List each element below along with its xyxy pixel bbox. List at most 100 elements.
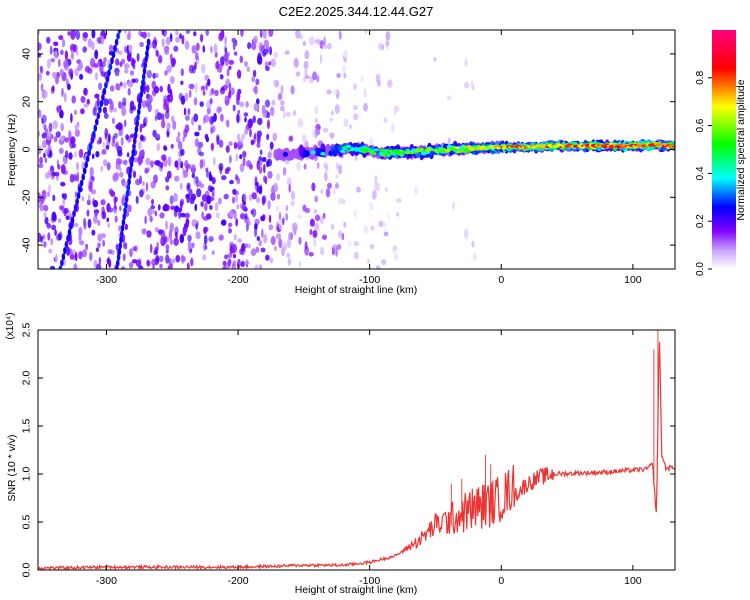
noise-blob — [75, 30, 81, 40]
noise-blob — [41, 132, 47, 139]
noise-streak — [133, 137, 137, 145]
noise-blob — [314, 214, 321, 222]
noise-blob — [175, 254, 181, 263]
noise-blob — [189, 163, 192, 171]
noise-blob — [251, 192, 257, 200]
noise-blob — [129, 51, 132, 56]
noise-streak — [121, 218, 126, 226]
noise-blob — [177, 157, 182, 167]
noise-blob — [74, 124, 79, 131]
noise-blob — [109, 85, 115, 92]
noise-blob — [75, 51, 80, 56]
noise-blob — [251, 76, 255, 83]
noise-blob — [185, 30, 191, 34]
noise-blob — [64, 50, 68, 61]
noise-blob — [169, 195, 174, 205]
noise-blob — [303, 60, 309, 70]
noise-streak — [132, 143, 136, 151]
noise-blob — [232, 188, 237, 195]
noise-blob — [147, 94, 153, 104]
noise-blob — [54, 229, 57, 237]
spectrogram-background-noise — [38, 30, 477, 269]
noise-blob — [250, 139, 255, 146]
noise-blob — [190, 164, 196, 174]
snr-x-label: Height of straight line (km) — [295, 584, 418, 596]
noise-blob — [133, 157, 139, 163]
noise-blob — [322, 127, 329, 133]
noise-blob — [68, 152, 73, 160]
noise-streak — [130, 154, 135, 162]
noise-blob — [107, 249, 113, 255]
signal-core — [359, 147, 365, 151]
noise-streak — [126, 184, 131, 191]
noise-blob — [472, 253, 477, 261]
noise-blob — [184, 212, 190, 219]
noise-blob — [259, 30, 263, 38]
signal-core — [409, 152, 415, 155]
noise-blob — [252, 41, 257, 51]
noise-blob — [52, 194, 56, 202]
noise-blob — [68, 130, 72, 141]
noise-blob — [231, 243, 238, 254]
noise-blob — [277, 92, 283, 101]
noise-blob — [54, 253, 58, 263]
noise-blob — [363, 102, 368, 112]
noise-streak — [105, 75, 110, 83]
noise-blob — [356, 186, 361, 193]
noise-blob — [176, 166, 180, 171]
noise-blob — [194, 138, 199, 148]
noise-blob — [107, 222, 110, 228]
noise-blob — [228, 209, 234, 218]
noise-blob — [74, 129, 80, 137]
noise-blob — [256, 134, 261, 144]
noise-blob — [173, 45, 179, 52]
noise-blob — [101, 61, 106, 68]
noise-streak — [114, 38, 119, 46]
noise-blob — [145, 157, 151, 166]
noise-blob — [142, 31, 147, 39]
noise-blob — [169, 222, 174, 232]
noise-blob — [190, 193, 197, 201]
spectrogram-x-label: Height of straight line (km) — [295, 284, 418, 296]
noise-blob — [360, 76, 364, 83]
noise-streak — [69, 222, 73, 230]
noise-blob — [224, 35, 227, 46]
noise-blob — [82, 31, 89, 39]
noise-blob — [163, 235, 167, 245]
noise-blob — [260, 247, 266, 253]
noise-blob — [384, 187, 389, 192]
noise-blob — [232, 253, 237, 259]
signal-core — [353, 146, 360, 152]
noise-streak — [131, 149, 135, 157]
noise-blob — [139, 123, 143, 133]
noise-blob — [313, 209, 317, 214]
noise-blob — [228, 252, 233, 259]
noise-blob — [120, 136, 124, 146]
noise-blob — [124, 30, 127, 35]
noise-blob — [233, 51, 238, 56]
noise-blob — [162, 30, 167, 37]
noise-blob — [180, 80, 184, 86]
noise-blob — [86, 209, 90, 217]
noise-blob — [195, 223, 198, 230]
noise-blob — [49, 45, 53, 55]
signal-core — [320, 152, 326, 156]
noise-blob — [220, 113, 224, 123]
noise-blob — [470, 79, 474, 90]
noise-blob — [92, 215, 98, 224]
noise-blob — [149, 215, 153, 223]
noise-blob — [369, 201, 374, 211]
noise-streak — [141, 73, 146, 81]
noise-blob — [336, 244, 342, 250]
noise-blob — [264, 176, 268, 185]
noise-blob — [151, 198, 154, 205]
noise-blob — [196, 188, 202, 198]
noise-blob — [232, 265, 236, 269]
noise-blob — [139, 41, 144, 48]
noise-blob — [113, 208, 118, 214]
noise-blob — [194, 82, 198, 93]
noise-blob — [203, 114, 210, 123]
noise-blob — [309, 229, 313, 236]
noise-blob — [100, 71, 107, 77]
noise-blob — [235, 218, 238, 227]
